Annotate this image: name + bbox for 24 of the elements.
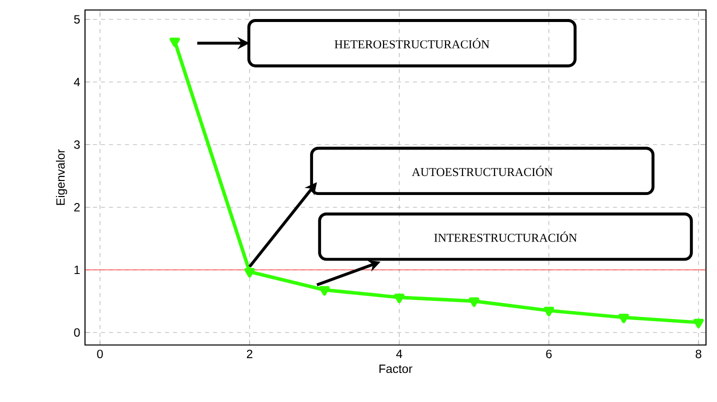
x-tick-label: 0 [97,350,103,358]
point [394,294,404,304]
point [468,297,480,307]
annotation: INTERESTRUCTURACIÓN [434,231,577,242]
point [693,318,704,328]
annotation: HETEROESTRUCTURACIÓN [334,38,490,48]
annotation: AUTOESTRUCTURACIÓN [412,166,553,176]
point [319,286,330,296]
y-tick-label: 4 [74,78,80,86]
point [618,314,629,324]
x-tick-label: 8 [696,350,702,358]
y-tick-label: 2 [74,203,80,212]
point [544,306,554,316]
y-tick-label: 5 [74,15,80,24]
y-tick-label: 1 [74,266,80,274]
y-axis-title: Eigenvalor [56,149,68,205]
point [170,38,180,48]
x-tick-label: 6 [546,350,552,358]
y-tick-label: 0 [74,328,80,337]
x-axis-title: Factor [379,364,412,374]
x-tick-label: 2 [246,350,252,358]
point [244,268,255,278]
x-tick-label: 4 [396,350,402,358]
y-tick-label: 3 [74,140,80,149]
